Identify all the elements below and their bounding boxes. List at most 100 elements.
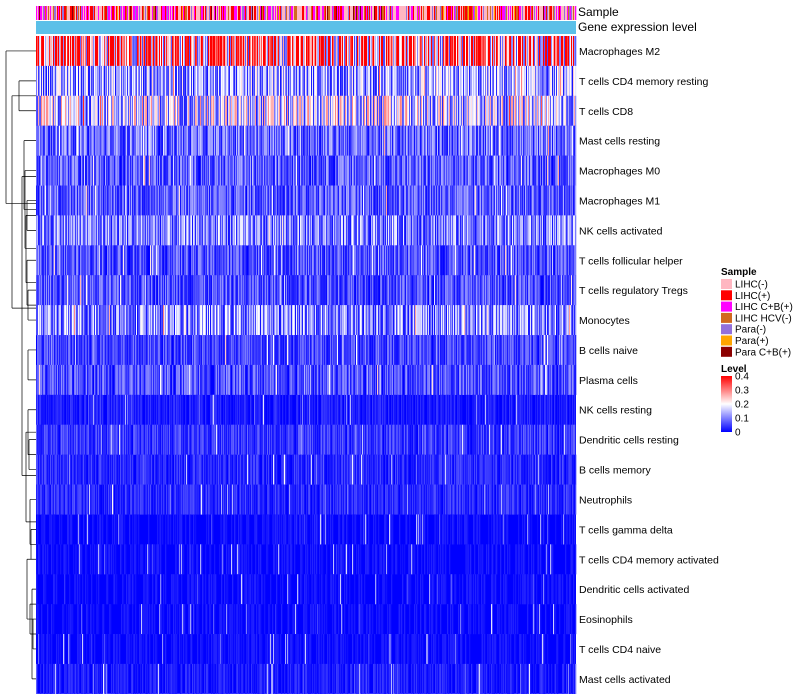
heatmap-cell [418,155,420,186]
sample-annotation-cell [319,6,321,20]
heatmap-cell [388,125,390,156]
heatmap-cell [522,65,524,96]
heatmap-cell [544,185,546,216]
sample-annotation-cell [554,6,556,20]
heatmap-cell [247,155,249,186]
heatmap-cell [215,185,217,216]
heatmap-cell [283,36,285,67]
heatmap-cell [196,215,198,246]
heatmap-cell [133,185,135,216]
heatmap-cell [492,95,494,126]
heatmap-cell [165,95,167,126]
heatmap-cell [454,36,456,67]
heatmap-cell [454,215,456,246]
heatmap-cell [268,125,270,156]
heatmap-cell [435,95,437,126]
heatmap-cell [263,245,265,276]
heatmap-cell [326,215,328,246]
heatmap-cell [382,125,384,156]
heatmap-cell [132,36,134,67]
heatmap-cell [52,215,54,246]
heatmap-cell [570,36,572,67]
heatmap-cell [356,185,358,216]
heatmap-cell [540,125,542,156]
heatmap-cell [506,125,508,156]
heatmap-cell [367,95,369,126]
sample-annotation-cell [378,6,380,20]
heatmap-cell [293,155,295,186]
heatmap-cell [73,95,75,126]
heatmap-cell [361,245,363,276]
heatmap-cell [496,125,498,156]
sample-annotation-cell [324,6,326,20]
sample-annotation-cell [356,6,358,20]
heatmap-cell [225,36,227,67]
heatmap-cell [333,95,335,126]
heatmap-cell [550,36,552,67]
heatmap-cell [486,65,488,96]
sample-annotation-cell [352,6,354,20]
heatmap-cell [106,215,108,246]
heatmap-cell [456,155,458,186]
heatmap-cell [86,155,88,186]
heatmap-cell [90,155,92,186]
sample-annotation-cell [37,6,39,20]
heatmap-cell [293,245,295,276]
heatmap-cell [140,275,142,306]
heatmap-cell [547,125,549,156]
heatmap-cell [377,36,379,67]
heatmap-cell [292,125,294,156]
heatmap-cell [540,36,542,67]
heatmap-cell [237,155,239,186]
heatmap-cell [365,36,367,67]
heatmap-cell [165,185,167,216]
heatmap-cell [151,65,153,96]
heatmap-cell [306,125,308,156]
heatmap-cell [117,245,119,276]
heatmap-cell [318,125,320,156]
heatmap-cell [475,215,477,246]
sample-annotation-cell [82,6,84,20]
heatmap-cell [178,65,180,96]
heatmap-cell [114,275,116,306]
heatmap-cell [555,65,557,96]
heatmap-cell [328,155,330,186]
heatmap-cell [503,36,505,67]
sample-annotation-cell [146,6,148,20]
heatmap-cell [133,215,135,246]
sample-annotation-cell [266,6,268,20]
heatmap-cell [543,36,545,67]
sample-annotation-cell [540,6,542,20]
heatmap-cell [307,65,309,96]
heatmap-cell [191,95,193,126]
heatmap-cell [361,125,363,156]
heatmap-cell [261,65,263,96]
heatmap-cell [122,215,124,246]
heatmap-cell [446,65,448,96]
heatmap-cell [405,95,407,126]
heatmap-cell [508,155,510,186]
heatmap-cell [162,36,164,67]
heatmap-cell [93,125,95,156]
heatmap-cell [413,36,415,67]
heatmap-cell [205,185,207,216]
heatmap-cell [45,65,47,96]
heatmap-cell [516,36,518,67]
heatmap-cell [247,185,249,216]
heatmap-cell [214,95,216,126]
heatmap-cell [371,215,373,246]
heatmap-cell [138,215,140,246]
heatmap-cell [200,245,202,276]
heatmap-cell [285,36,287,67]
heatmap-cell [93,65,95,96]
heatmap-cell [76,185,78,216]
heatmap-cell [76,95,78,126]
heatmap-cell [254,215,256,246]
heatmap-cell [290,245,292,276]
sample-annotation-cell [49,6,51,20]
heatmap-cell [269,215,271,246]
heatmap-cell [295,65,297,96]
heatmap-cell [102,215,104,246]
sample-annotation-cell [491,6,493,20]
heatmap-cell [296,125,298,156]
